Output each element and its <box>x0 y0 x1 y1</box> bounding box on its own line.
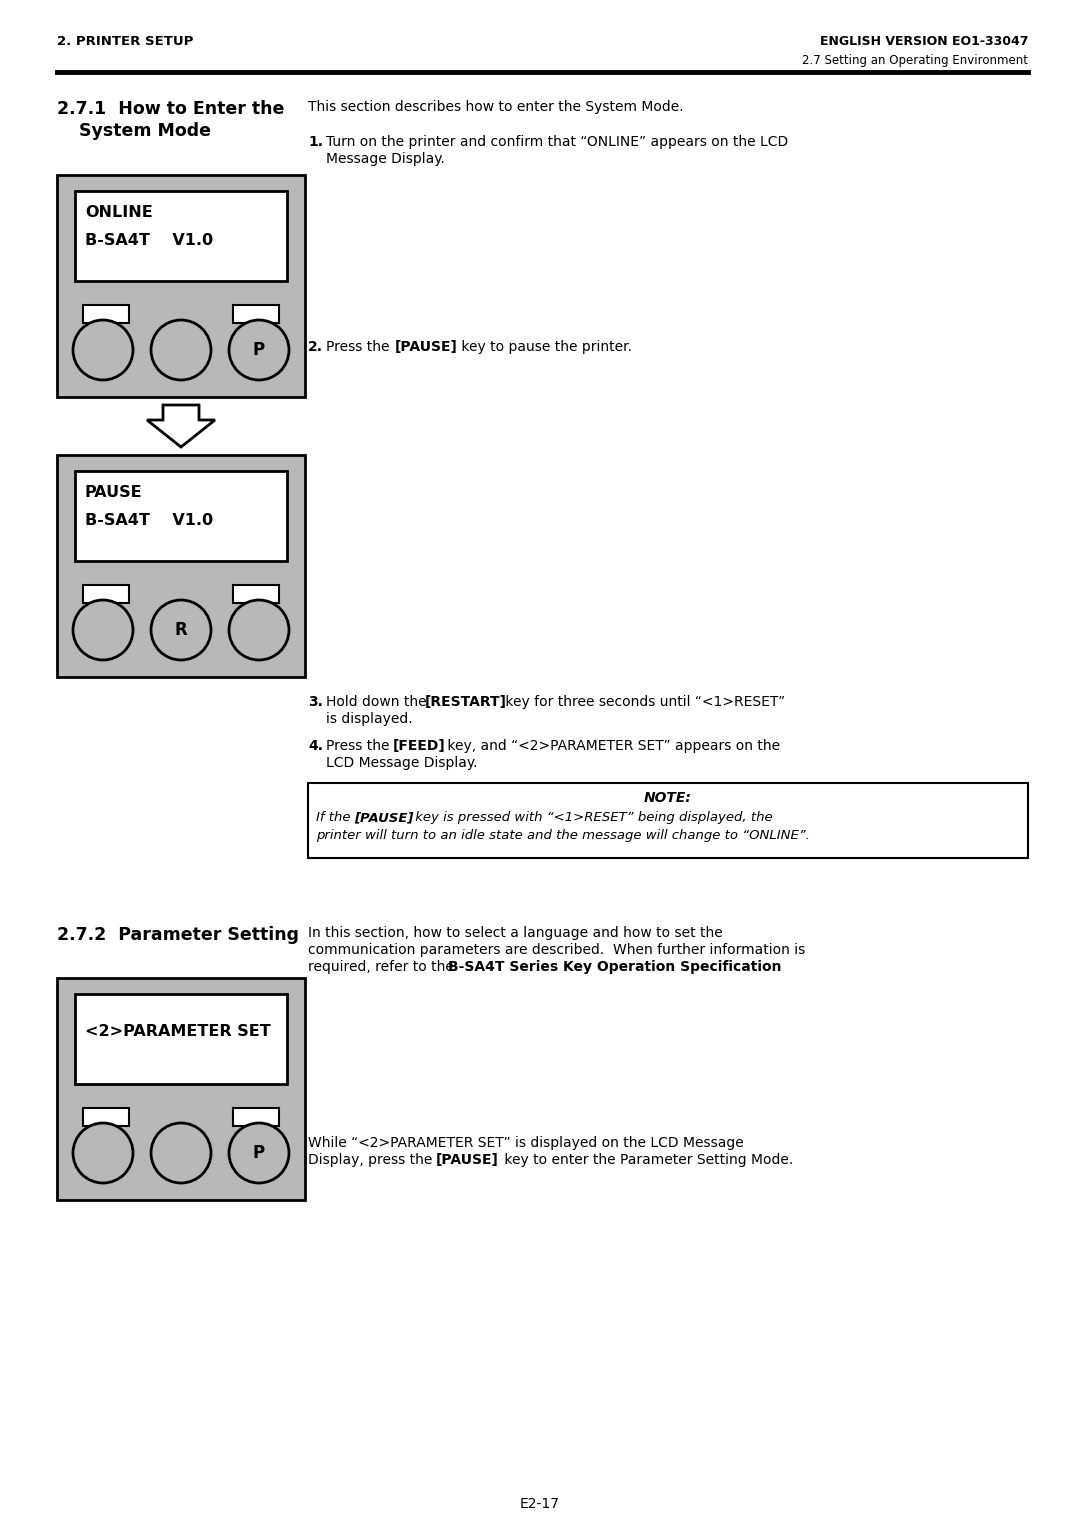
Bar <box>75 191 287 281</box>
Text: [RESTART]: [RESTART] <box>426 695 507 709</box>
Circle shape <box>73 319 133 380</box>
Text: communication parameters are described.  When further information is: communication parameters are described. … <box>308 943 806 957</box>
Text: 1.: 1. <box>308 134 323 150</box>
Text: E2-17: E2-17 <box>519 1497 561 1511</box>
Text: 2. PRINTER SETUP: 2. PRINTER SETUP <box>57 35 193 47</box>
Bar <box>233 585 279 604</box>
Bar <box>83 306 129 322</box>
Text: P: P <box>253 341 265 359</box>
Text: System Mode: System Mode <box>79 122 211 141</box>
Text: B-SA4T    V1.0: B-SA4T V1.0 <box>85 232 213 248</box>
Text: key for three seconds until “<1>RESET”: key for three seconds until “<1>RESET” <box>501 695 785 709</box>
Text: 4.: 4. <box>308 740 323 753</box>
Text: printer will turn to an idle state and the message will change to “ONLINE”.: printer will turn to an idle state and t… <box>316 830 810 842</box>
Text: If the: If the <box>316 811 354 824</box>
Text: [FEED]: [FEED] <box>393 740 446 753</box>
Text: required, refer to the: required, refer to the <box>308 960 458 973</box>
Bar <box>57 176 305 397</box>
Text: B-SA4T Series Key Operation Specification: B-SA4T Series Key Operation Specificatio… <box>448 960 782 973</box>
Text: [PAUSE]: [PAUSE] <box>395 341 458 354</box>
Text: R: R <box>175 620 187 639</box>
Text: Turn on the printer and confirm that “ONLINE” appears on the LCD: Turn on the printer and confirm that “ON… <box>326 134 788 150</box>
Circle shape <box>73 1123 133 1183</box>
Text: Press the: Press the <box>326 341 394 354</box>
Text: key, and “<2>PARAMETER SET” appears on the: key, and “<2>PARAMETER SET” appears on t… <box>443 740 780 753</box>
Text: Display, press the: Display, press the <box>308 1154 436 1167</box>
Text: 3.: 3. <box>308 695 323 709</box>
Bar <box>57 978 305 1199</box>
Polygon shape <box>147 405 215 448</box>
Text: ENGLISH VERSION EO1-33047: ENGLISH VERSION EO1-33047 <box>820 35 1028 47</box>
Text: PAUSE: PAUSE <box>85 484 143 500</box>
Text: In this section, how to select a language and how to set the: In this section, how to select a languag… <box>308 926 723 940</box>
Bar <box>308 782 1028 859</box>
Bar <box>57 455 305 677</box>
Text: [PAUSE]: [PAUSE] <box>354 811 414 824</box>
Bar <box>83 585 129 604</box>
Text: While “<2>PARAMETER SET” is displayed on the LCD Message: While “<2>PARAMETER SET” is displayed on… <box>308 1135 744 1151</box>
Bar <box>83 1108 129 1126</box>
Text: 2.7.1  How to Enter the: 2.7.1 How to Enter the <box>57 99 284 118</box>
Text: ONLINE: ONLINE <box>85 205 152 220</box>
Circle shape <box>151 601 211 660</box>
Text: key to enter the Parameter Setting Mode.: key to enter the Parameter Setting Mode. <box>500 1154 793 1167</box>
Text: 2.7.2  Parameter Setting: 2.7.2 Parameter Setting <box>57 926 299 944</box>
Text: Message Display.: Message Display. <box>326 151 445 167</box>
Text: Press the: Press the <box>326 740 394 753</box>
Text: This section describes how to enter the System Mode.: This section describes how to enter the … <box>308 99 684 115</box>
Bar <box>233 1108 279 1126</box>
Text: LCD Message Display.: LCD Message Display. <box>326 756 477 770</box>
Bar <box>233 306 279 322</box>
Circle shape <box>73 601 133 660</box>
Text: .: . <box>713 960 717 973</box>
Text: B-SA4T    V1.0: B-SA4T V1.0 <box>85 513 213 529</box>
Circle shape <box>229 1123 289 1183</box>
Circle shape <box>151 319 211 380</box>
Text: 2.: 2. <box>308 341 323 354</box>
Bar <box>75 995 287 1083</box>
Text: [PAUSE]: [PAUSE] <box>436 1154 499 1167</box>
Text: key to pause the printer.: key to pause the printer. <box>457 341 632 354</box>
Bar <box>75 471 287 561</box>
Text: P: P <box>253 1144 265 1161</box>
Text: is displayed.: is displayed. <box>326 712 413 726</box>
Text: key is pressed with “<1>RESET” being displayed, the: key is pressed with “<1>RESET” being dis… <box>411 811 772 824</box>
Circle shape <box>229 319 289 380</box>
Circle shape <box>151 1123 211 1183</box>
Text: Hold down the: Hold down the <box>326 695 431 709</box>
Text: 2.7 Setting an Operating Environment: 2.7 Setting an Operating Environment <box>802 53 1028 67</box>
Text: <2>PARAMETER SET: <2>PARAMETER SET <box>85 1024 271 1039</box>
Text: NOTE:: NOTE: <box>644 792 692 805</box>
Circle shape <box>229 601 289 660</box>
